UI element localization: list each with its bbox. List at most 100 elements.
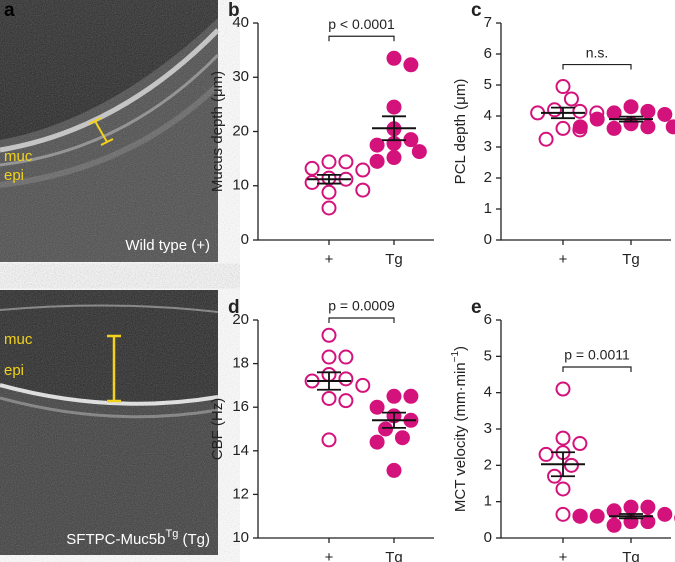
data-point [321,349,337,365]
y-tick-label: 6 [484,311,492,328]
significance-label: p = 0.0011 [564,347,630,363]
y-tick-label: 14 [232,442,249,459]
data-point [623,99,639,115]
data-point [572,436,588,452]
data-point [538,446,554,462]
y-axis-label-text: MCT velocity (mm·min [452,362,469,512]
y-tick-label: 20 [232,311,249,328]
y-tick-label: 10 [232,529,249,546]
significance-bracket [562,366,632,373]
error-bar [382,115,406,142]
data-point [640,499,656,515]
data-point [369,434,385,450]
image-label: muc [4,148,33,165]
data-point [338,371,354,387]
data-point [555,381,571,397]
y-tick-label: 18 [232,355,249,372]
data-point [394,430,410,446]
data-point [321,390,337,406]
x-tick-label: + [325,251,334,268]
y-tick-label: 10 [232,177,249,194]
data-point [665,119,675,135]
caption-sup: Tg [165,528,178,540]
y-tick-label: 4 [484,384,492,401]
y-axis-label-text: Mucus depth (μm) [209,71,226,192]
data-point [606,105,622,121]
y-tick-label: 20 [232,122,249,139]
error-bar [382,411,406,429]
y-tick-label: 5 [484,76,492,93]
data-point [657,106,673,122]
error-bar [551,451,575,478]
x-tick-label: + [559,251,568,268]
y-tick-label: 5 [484,347,492,364]
data-point [403,57,419,73]
data-point [563,457,579,473]
error-bar [317,371,341,391]
y-tick-label: 2 [484,169,492,186]
data-point [355,182,371,198]
data-point [555,430,571,446]
y-axis-label: CBF (Hz) [209,398,226,461]
y-tick-label: 3 [484,420,492,437]
y-tick-label: 7 [484,14,492,31]
data-point [606,503,622,519]
data-point [572,508,588,524]
y-tick-label: 1 [484,200,492,217]
error-bar [317,174,341,185]
axis-line [257,23,434,241]
y-axis-label-sup: −1 [450,350,461,362]
data-point [657,506,673,522]
image-wild-type: a muc epi Wild type (+) [0,0,221,262]
data-point [386,150,402,166]
image-label: muc [4,331,33,348]
data-point [640,119,656,135]
data-point [386,50,402,66]
x-tick-label: Tg [622,251,640,268]
data-point [547,102,563,118]
data-point [555,79,571,95]
data-point [378,421,394,437]
image-caption: Wild type (+) [125,237,210,254]
panel-letter: b [228,0,240,21]
y-tick-label: 30 [232,68,249,85]
significance-bracket [328,35,395,42]
data-point [321,184,337,200]
y-tick-label: 4 [484,107,492,124]
panel-letter: c [471,0,482,21]
data-point [572,119,588,135]
caption-text: (Tg) [178,531,210,548]
y-tick-label: 2 [484,456,492,473]
data-point [640,514,656,530]
data-point [411,144,427,160]
image-caption: SFTPC-Muc5bTg (Tg) [66,528,210,548]
data-point [386,99,402,115]
y-axis-label: Mucus depth (μm) [209,71,226,192]
data-point [355,162,371,178]
error-bar [551,106,575,120]
significance-label: n.s. [586,44,609,60]
data-point [386,388,402,404]
significance-bracket [328,317,395,323]
y-axis-label: MCT velocity (mm·min−1) [450,346,469,512]
panel-letter: d [228,297,240,318]
y-axis-label-text: CBF (Hz) [209,398,226,461]
significance-label: p = 0.0009 [328,298,395,314]
significance-bracket [562,63,632,70]
panel-letter: e [471,297,482,318]
image-label: epi [4,167,24,184]
x-tick-label: Tg [385,251,403,268]
data-point [338,154,354,170]
y-tick-label: 0 [484,529,492,546]
y-axis-label: PCL depth (μm) [452,79,469,185]
y-axis-label-text: ) [452,346,469,351]
x-tick-label: + [559,549,568,562]
data-point [338,349,354,365]
y-tick-label: 1 [484,493,492,510]
data-point [555,120,571,136]
y-tick-label: 0 [241,231,249,248]
image-transgenic: muc epi SFTPC-Muc5bTg (Tg) [0,290,219,555]
caption-text: Wild type (+) [125,237,210,254]
y-tick-label: 12 [232,485,249,502]
